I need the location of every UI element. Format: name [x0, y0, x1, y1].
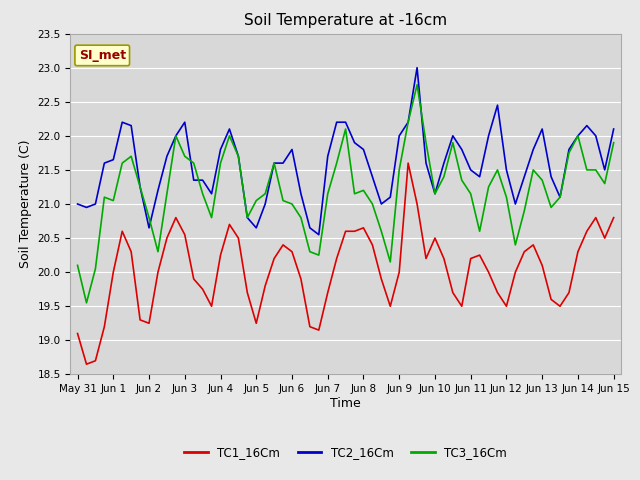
TC3_16Cm: [556, 194, 564, 200]
TC2_16Cm: [369, 174, 376, 180]
TC3_16Cm: [74, 263, 81, 268]
TC2_16Cm: [181, 120, 189, 125]
TC1_16Cm: [83, 361, 90, 367]
TC2_16Cm: [74, 201, 81, 207]
Line: TC1_16Cm: TC1_16Cm: [77, 163, 614, 364]
TC1_16Cm: [270, 256, 278, 262]
TC1_16Cm: [208, 303, 216, 309]
TC3_16Cm: [270, 160, 278, 166]
TC1_16Cm: [369, 242, 376, 248]
TC3_16Cm: [208, 215, 216, 220]
TC1_16Cm: [404, 160, 412, 166]
Y-axis label: Soil Temperature (C): Soil Temperature (C): [19, 140, 32, 268]
TC3_16Cm: [610, 140, 618, 145]
Line: TC3_16Cm: TC3_16Cm: [77, 85, 614, 303]
TC1_16Cm: [190, 276, 198, 282]
Legend: TC1_16Cm, TC2_16Cm, TC3_16Cm: TC1_16Cm, TC2_16Cm, TC3_16Cm: [179, 442, 512, 464]
TC2_16Cm: [261, 201, 269, 207]
TC3_16Cm: [404, 120, 412, 125]
TC1_16Cm: [556, 303, 564, 309]
TC1_16Cm: [413, 201, 421, 207]
X-axis label: Time: Time: [330, 397, 361, 410]
TC2_16Cm: [610, 126, 618, 132]
TC1_16Cm: [74, 331, 81, 336]
Text: SI_met: SI_met: [79, 49, 126, 62]
TC3_16Cm: [83, 300, 90, 306]
TC1_16Cm: [610, 215, 618, 220]
TC2_16Cm: [556, 194, 564, 200]
TC3_16Cm: [190, 160, 198, 166]
TC2_16Cm: [404, 120, 412, 125]
TC2_16Cm: [413, 65, 421, 71]
TC2_16Cm: [199, 177, 207, 183]
TC3_16Cm: [369, 201, 376, 207]
TC2_16Cm: [315, 232, 323, 238]
Line: TC2_16Cm: TC2_16Cm: [77, 68, 614, 235]
TC3_16Cm: [413, 82, 421, 88]
Title: Soil Temperature at -16cm: Soil Temperature at -16cm: [244, 13, 447, 28]
